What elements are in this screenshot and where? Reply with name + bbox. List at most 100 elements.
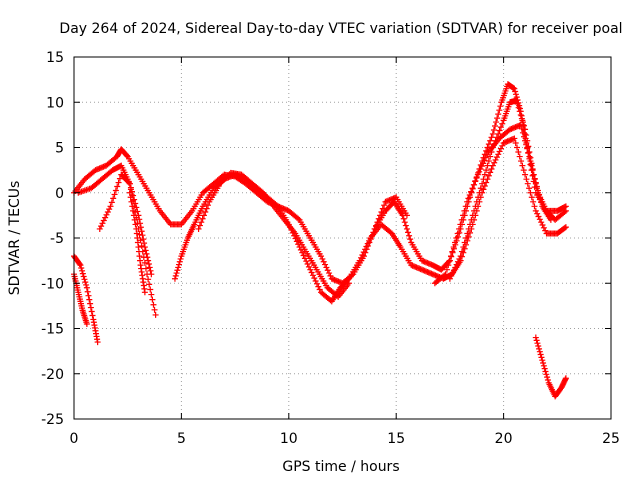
data-point — [492, 123, 499, 130]
data-point — [200, 212, 207, 219]
data-point — [448, 272, 455, 279]
data-point — [473, 198, 480, 205]
data-point — [196, 222, 203, 229]
data-point — [400, 215, 407, 222]
data-point — [175, 261, 182, 268]
data-point — [483, 167, 490, 174]
data-point — [540, 360, 547, 367]
data-point — [108, 199, 115, 206]
data-point — [299, 249, 306, 256]
data-point — [218, 179, 225, 186]
data-point — [447, 253, 454, 260]
data-point — [96, 225, 103, 232]
data-point — [151, 306, 158, 313]
data-point — [140, 254, 147, 261]
data-point — [175, 264, 182, 271]
data-point — [381, 202, 388, 209]
data-point — [114, 183, 121, 190]
data-point — [561, 224, 568, 231]
data-point — [534, 187, 541, 194]
data-point — [528, 194, 535, 201]
data-point — [318, 253, 325, 260]
data-point — [364, 240, 371, 247]
data-point — [464, 198, 471, 205]
data-point — [539, 221, 546, 228]
data-point — [536, 345, 543, 352]
data-point — [129, 203, 136, 210]
data-point — [344, 276, 351, 283]
data-point — [534, 210, 541, 217]
data-point — [82, 279, 89, 286]
data-point — [487, 169, 494, 176]
data-point — [477, 165, 484, 172]
data-point — [407, 236, 414, 243]
data-point — [173, 270, 180, 277]
data-point — [83, 284, 90, 291]
data-point — [319, 255, 326, 262]
data-point — [480, 186, 487, 193]
data-point — [402, 222, 409, 229]
data-point — [147, 286, 154, 293]
data-point — [150, 301, 157, 308]
data-point — [538, 199, 545, 206]
data-point — [466, 192, 473, 199]
data-point — [489, 162, 496, 169]
data-point — [493, 134, 500, 141]
data-point — [312, 277, 319, 284]
data-point — [326, 270, 333, 277]
data-point — [541, 365, 548, 372]
data-point — [493, 154, 500, 161]
data-point — [539, 357, 546, 364]
x-tick-label: 20 — [495, 431, 513, 447]
data-point — [540, 224, 547, 231]
data-point — [323, 264, 330, 271]
data-point — [495, 151, 502, 158]
data-point — [495, 130, 502, 137]
data-point — [403, 225, 410, 232]
data-point — [479, 180, 486, 187]
data-point — [78, 264, 85, 271]
data-point — [85, 292, 92, 299]
data-point — [535, 343, 542, 350]
data-point — [86, 296, 93, 303]
data-point — [473, 175, 480, 182]
data-point — [515, 149, 522, 156]
data-point — [458, 248, 465, 255]
data-point — [152, 311, 159, 318]
data-point — [360, 249, 367, 256]
data-point — [480, 160, 487, 167]
data-point — [527, 189, 534, 196]
data-point — [483, 179, 490, 186]
data-point — [295, 215, 302, 222]
data-point — [542, 227, 549, 234]
data-point — [532, 179, 539, 186]
data-point — [126, 180, 133, 187]
data-point — [177, 255, 184, 262]
data-point — [453, 261, 460, 268]
data-point — [87, 304, 94, 311]
data-point — [309, 272, 316, 279]
data-point — [107, 203, 114, 210]
data-point — [524, 180, 531, 187]
data-point — [519, 119, 526, 126]
data-point — [491, 141, 498, 148]
data-point — [130, 212, 137, 219]
data-point — [202, 208, 209, 215]
data-point — [465, 225, 472, 232]
data-point — [519, 129, 526, 136]
data-point — [488, 165, 495, 172]
data-point — [487, 137, 494, 144]
data-point — [171, 275, 178, 282]
data-point — [358, 254, 365, 261]
data-point — [143, 250, 150, 257]
data-point — [524, 137, 531, 144]
data-point — [496, 107, 503, 114]
data-point — [465, 195, 472, 202]
data-point — [517, 111, 524, 118]
data-point — [561, 208, 568, 215]
y-tick-label: -20 — [41, 367, 64, 383]
data-point — [359, 251, 366, 258]
data-point — [217, 180, 224, 187]
data-point — [476, 168, 483, 175]
data-point — [103, 211, 110, 218]
